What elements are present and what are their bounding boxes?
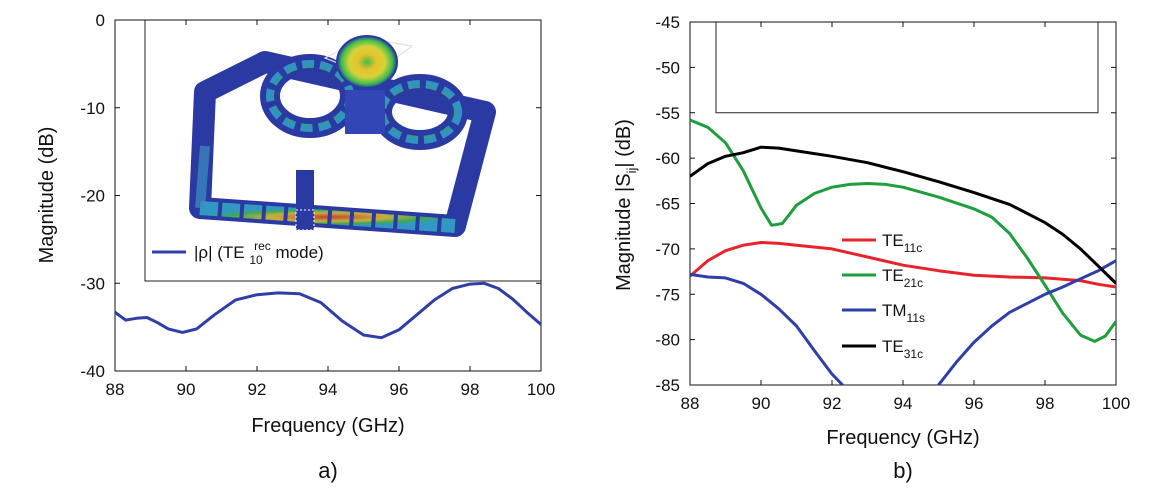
legend-label-tm11s: TM11s — [882, 301, 925, 325]
x-tick-label: 98 — [1036, 394, 1055, 413]
x-tick-label: 100 — [1102, 394, 1130, 413]
y-tick-label: -80 — [655, 331, 680, 350]
panel-a-caption-label: a) — [318, 458, 338, 483]
panel-a-y-axis-label: Magnitude (dB) — [36, 127, 58, 264]
series-line-te21c — [690, 118, 1116, 343]
x-tick-label: 96 — [390, 380, 409, 399]
y-tick-label: -55 — [655, 104, 680, 123]
panel-a-x-ticks: 88 90 92 94 96 98 100 — [106, 20, 555, 399]
legend-item-te21c: TE21c — [842, 266, 923, 290]
x-tick-label: 98 — [461, 380, 480, 399]
x-tick-label: 94 — [319, 380, 338, 399]
panel-a: 88 90 92 94 96 98 100 0 -10 -20 -30 -40 |ρ| (TE 10… — [36, 11, 555, 483]
y-tick-label: -60 — [655, 149, 680, 168]
y-tick-label: -40 — [80, 362, 105, 381]
waveguide-field-render-icon — [189, 35, 496, 237]
y-tick-label: -50 — [655, 58, 680, 77]
panel-b-y-axis-label: Magnitude |Sij| (dB) — [613, 119, 639, 291]
y-tick-label: -85 — [655, 376, 680, 395]
x-tick-label: 96 — [965, 394, 984, 413]
panel-a-x-axis-label: Frequency (GHz) — [251, 415, 404, 437]
y-tick-label: 0 — [96, 11, 105, 30]
y-tick-label: -65 — [655, 195, 680, 214]
series-line-te11c — [690, 241, 1116, 289]
series-line--te10rec-mode- — [115, 281, 541, 340]
x-tick-label: 94 — [894, 394, 913, 413]
y-tick-label: -20 — [80, 187, 105, 206]
panel-b: 88 90 92 94 96 98 100 -45 -50 -55 -60 -65 -70 -75 -80… — [613, 13, 1130, 483]
legend-item-te31c: TE31c — [842, 337, 923, 361]
y-tick-label: -45 — [655, 13, 680, 32]
x-tick-label: 88 — [681, 394, 700, 413]
panel-b-y-ticks: -45 -50 -55 -60 -65 -70 -75 -80 -85 — [655, 13, 1116, 395]
panel-b-legend: TE11c TE21c TM11s TE31c — [842, 231, 925, 361]
x-tick-label: 92 — [823, 394, 842, 413]
legend-label-te31c: TE31c — [882, 337, 923, 361]
panel-a-legend-label: |ρ| (TE 10 rec mode) — [194, 235, 324, 268]
x-tick-label: 92 — [248, 380, 267, 399]
y-tick-label: -10 — [80, 99, 105, 118]
series-line-tm11s — [690, 259, 1116, 385]
x-tick-label: 90 — [177, 380, 196, 399]
legend-label-te21c: TE21c — [882, 266, 923, 290]
panel-b-plot-area — [690, 22, 1116, 385]
y-tick-label: -70 — [655, 240, 680, 259]
x-tick-label: 100 — [527, 380, 555, 399]
panel-b-x-ticks: 88 90 92 94 96 98 100 — [681, 22, 1130, 413]
legend-item-tm11s: TM11s — [842, 301, 925, 325]
panel-a-inset — [144, 19, 542, 282]
x-tick-label: 88 — [106, 380, 125, 399]
panel-b-x-axis-label: Frequency (GHz) — [826, 427, 979, 449]
legend-item-te11c: TE11c — [842, 231, 922, 255]
panel-b-series — [690, 118, 1116, 385]
series-line-te31c — [690, 145, 1116, 285]
panel-b-caption-label: b) — [893, 458, 913, 483]
panel-a-y-ticks: 0 -10 -20 -30 -40 — [80, 11, 541, 381]
panel-a-legend: |ρ| (TE 10 rec mode) — [152, 235, 324, 268]
y-tick-label: -75 — [655, 285, 680, 304]
panel-a-series — [115, 281, 541, 340]
x-tick-label: 90 — [752, 394, 771, 413]
y-tick-label: -30 — [80, 274, 105, 293]
legend-label-te11c: TE11c — [882, 231, 922, 255]
